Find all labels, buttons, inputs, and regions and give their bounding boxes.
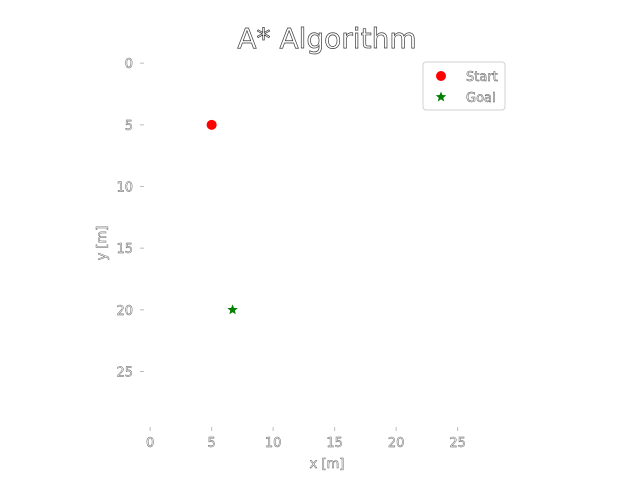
y-tick-label: 0 [125,57,133,72]
x-tick-label: 20 [388,436,405,451]
y-tick-label: 15 [116,242,133,257]
x-tick-label: 25 [449,436,466,451]
x-tick-label: 5 [208,436,216,451]
legend-marker-goal [435,91,447,102]
plot-area [206,119,238,315]
y-tick-label: 5 [125,119,133,134]
y-tick-label: 25 [116,366,133,381]
legend-marker-start [436,71,446,81]
x-tick-label: 15 [326,436,343,451]
legend: Start Goal [422,61,506,111]
x-axis: 0 5 10 15 20 25 [146,427,466,451]
legend-label-start: Start [466,70,498,85]
goal-point [227,304,238,315]
x-axis-label: x [m] [310,457,345,472]
x-tick-label: 10 [265,436,282,451]
start-point [206,119,217,130]
y-tick-label: 10 [116,181,133,196]
y-tick-label: 20 [116,304,133,319]
chart-title: A* Algorithm [237,22,416,55]
y-axis: 0 5 10 15 20 25 [116,57,144,381]
y-axis-label: y [m] [95,226,110,261]
x-tick-label: 0 [146,436,154,451]
legend-label-goal: Goal [466,91,496,106]
